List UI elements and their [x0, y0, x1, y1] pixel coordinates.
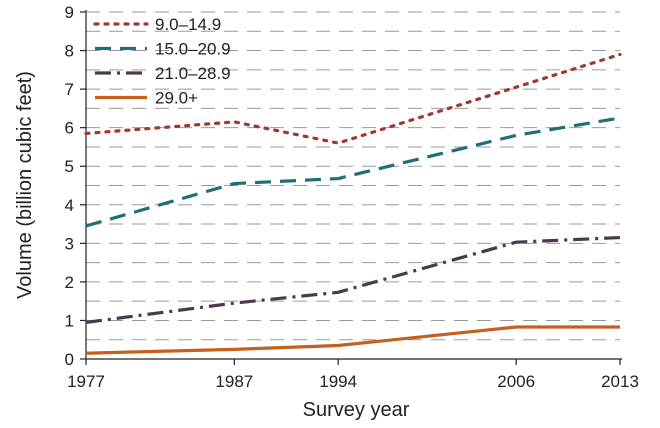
x-tick-label: 1977: [67, 372, 105, 391]
x-axis-ticks: 1977 1987 1994 2006 2013: [67, 359, 639, 391]
series-line-2: [85, 116, 621, 228]
series-line-3: [85, 235, 621, 324]
series-line-1: [84, 52, 622, 145]
y-tick-label: 4: [65, 196, 74, 215]
legend-label: 21.0–28.9: [155, 64, 231, 83]
x-tick-label: 1987: [215, 372, 253, 391]
series-line-4: [85, 325, 620, 355]
y-tick-label: 9: [65, 3, 74, 22]
y-tick-label: 7: [65, 80, 74, 99]
y-axis-ticks: 0 1 2 3 4 5 6 7 8 9: [65, 3, 86, 369]
y-tick-label: 8: [65, 42, 74, 61]
y-tick-label: 1: [65, 311, 74, 330]
legend-label: 9.0–14.9: [155, 15, 221, 34]
x-tick-label: 1994: [319, 372, 357, 391]
y-tick-label: 0: [65, 350, 74, 369]
y-axis-title: Volume (billion cubic feet): [14, 71, 36, 299]
y-tick-label: 3: [65, 234, 74, 253]
legend-label: 15.0–20.9: [155, 40, 231, 59]
y-tick-label: 2: [65, 273, 74, 292]
legend: 9.0–14.9 15.0–20.9 21.0–28.9 29.0+: [93, 15, 231, 108]
series-lines: [84, 52, 622, 355]
x-tick-label: 2013: [601, 372, 639, 391]
y-tick-label: 6: [65, 119, 74, 138]
y-tick-label: 5: [65, 157, 74, 176]
x-tick-label: 2006: [497, 372, 535, 391]
grid-lines: [86, 11, 620, 341]
x-axis-title: Survey year: [303, 399, 410, 421]
axes: [85, 10, 622, 360]
legend-label: 29.0+: [155, 89, 198, 108]
